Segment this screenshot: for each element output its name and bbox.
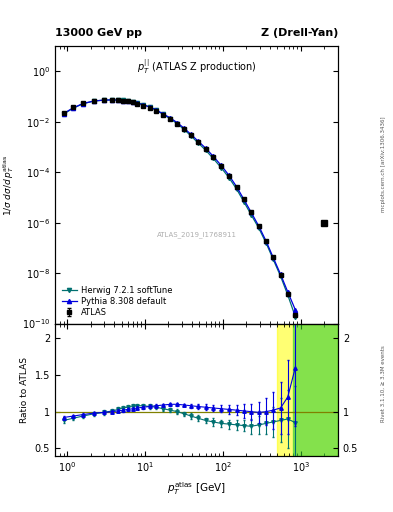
Text: $p_T^{||}$ (ATLAS Z production): $p_T^{||}$ (ATLAS Z production) bbox=[137, 57, 256, 76]
Text: Z (Drell-Yan): Z (Drell-Yan) bbox=[261, 28, 338, 38]
Text: Rivet 3.1.10, ≥ 3.3M events: Rivet 3.1.10, ≥ 3.3M events bbox=[381, 346, 386, 422]
Y-axis label: $1/\sigma\;d\sigma/d\,p_T^{\rm{atlas}}$: $1/\sigma\;d\sigma/d\,p_T^{\rm{atlas}}$ bbox=[1, 154, 16, 216]
Bar bbox=[277, 324, 338, 456]
Legend: Herwig 7.2.1 softTune, Pythia 8.308 default, ATLAS: Herwig 7.2.1 softTune, Pythia 8.308 defa… bbox=[59, 283, 175, 319]
Text: 13000 GeV pp: 13000 GeV pp bbox=[55, 28, 142, 38]
Text: mcplots.cern.ch [arXiv:1306.3436]: mcplots.cern.ch [arXiv:1306.3436] bbox=[381, 116, 386, 211]
Bar bbox=[293, 324, 338, 456]
Text: ATLAS_2019_I1768911: ATLAS_2019_I1768911 bbox=[156, 231, 237, 238]
X-axis label: $p_T^{\rm{atlas}}$ [GeV]: $p_T^{\rm{atlas}}$ [GeV] bbox=[167, 480, 226, 497]
Y-axis label: Ratio to ATLAS: Ratio to ATLAS bbox=[20, 357, 29, 422]
